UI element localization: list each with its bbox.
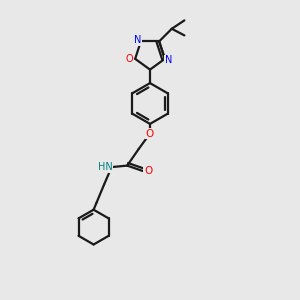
Text: N: N bbox=[134, 35, 141, 45]
Text: N: N bbox=[165, 55, 172, 65]
Text: O: O bbox=[126, 54, 134, 64]
Text: HN: HN bbox=[98, 162, 112, 172]
Text: O: O bbox=[144, 166, 152, 176]
Text: O: O bbox=[146, 128, 154, 139]
